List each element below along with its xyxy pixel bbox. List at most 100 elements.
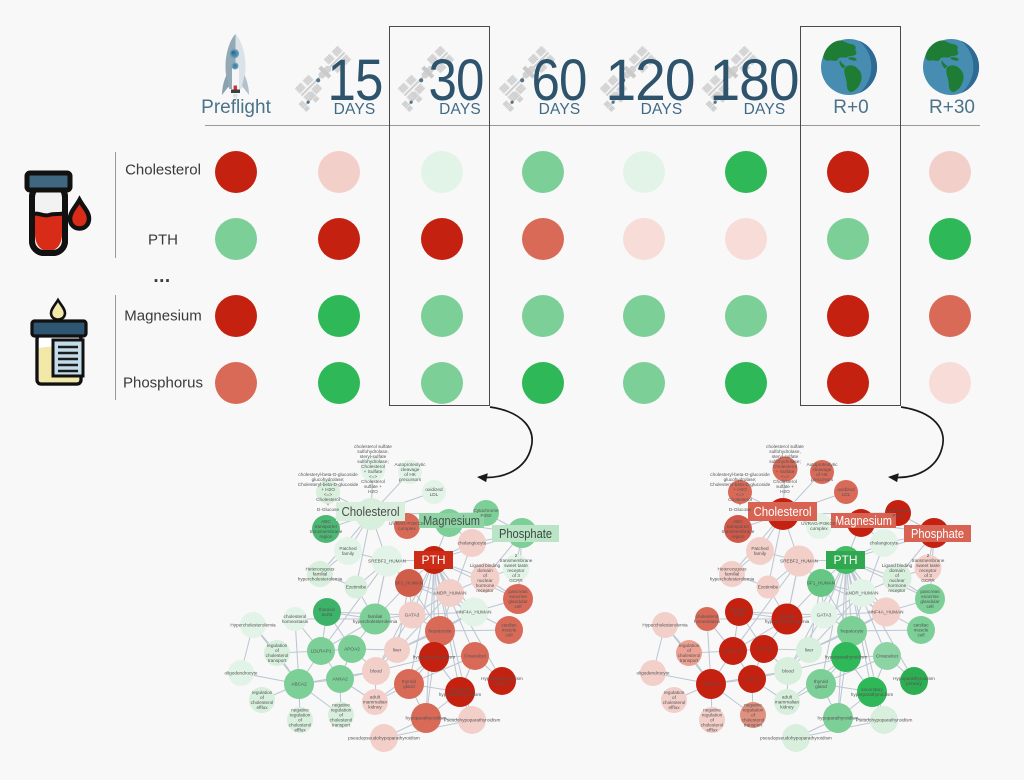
svg-text:Heterozygous: Heterozygous (718, 567, 748, 572)
svg-text:sulfohydrolase,: sulfohydrolase, (769, 449, 801, 454)
svg-text:steryl-sulfate: steryl-sulfate (360, 454, 387, 459)
svg-text:efflux: efflux (668, 705, 680, 710)
svg-text:SF1_HUMAN: SF1_HUMAN (807, 581, 835, 586)
svg-text:cholesterol: cholesterol (289, 723, 312, 728)
svg-text:blood: blood (370, 669, 382, 674)
svg-text:GCPR: GCPR (921, 578, 935, 583)
svg-text:kidney: kidney (368, 705, 382, 710)
svg-text:hyperparathyroidism: hyperparathyroidism (413, 655, 456, 660)
svg-text:cell: cell (926, 604, 933, 609)
svg-text:+ Sulfate: + Sulfate (776, 469, 795, 474)
svg-text:of: of (275, 648, 280, 653)
svg-text:negative: negative (332, 703, 350, 708)
svg-text:receptor: receptor (888, 588, 906, 593)
svg-text:hyperparathyroidism: hyperparathyroidism (439, 692, 482, 697)
svg-text:LDL: LDL (430, 492, 439, 497)
svg-text:regulation: regulation (290, 713, 311, 718)
svg-text:primary: primary (494, 681, 510, 686)
svg-text:cholesterol: cholesterol (284, 614, 307, 619)
svg-text:cholesterol: cholesterol (742, 718, 765, 723)
svg-text:nuclear: nuclear (889, 578, 905, 583)
svg-text:ANDR_HUMAN: ANDR_HUMAN (433, 591, 466, 596)
svg-text:cholesterol sulfate: cholesterol sulfate (766, 444, 804, 449)
svg-text:muscle: muscle (914, 628, 929, 633)
svg-text:sulfohydrolase;: sulfohydrolase; (357, 459, 389, 464)
svg-text:ABCA2: ABCA2 (291, 682, 307, 687)
svg-text:aorta: aorta (322, 612, 333, 617)
svg-text:Cytochrome: Cytochrome (473, 508, 499, 513)
svg-text:thyroid: thyroid (814, 679, 828, 684)
svg-text:hepatocyte: hepatocyte (841, 629, 864, 634)
svg-text:P450: P450 (893, 513, 904, 518)
svg-text:glucohydrolase;: glucohydrolase; (312, 477, 345, 482)
svg-text:H2O: H2O (368, 489, 378, 494)
svg-text:of: of (260, 695, 265, 700)
svg-text:of: of (298, 718, 303, 723)
svg-text:Hypoparathyroidism: Hypoparathyroidism (481, 676, 523, 681)
svg-text:Patched: Patched (339, 546, 357, 551)
svg-text:Cholesterol: Cholesterol (773, 464, 797, 469)
svg-text:regulation: regulation (664, 690, 685, 695)
svg-text:region: region (319, 534, 332, 539)
svg-text:cholesterol: cholesterol (663, 700, 686, 705)
svg-text:exocrine: exocrine (921, 594, 939, 599)
svg-text:Phosphate: Phosphate (911, 527, 964, 541)
svg-text:transporter: transporter (727, 524, 750, 529)
svg-text:cleavage: cleavage (401, 467, 420, 472)
svg-text:mammalian: mammalian (775, 700, 800, 705)
svg-text:Magnesium: Magnesium (423, 514, 480, 528)
svg-text:SREBF2_HUMAN: SREBF2_HUMAN (780, 559, 818, 564)
svg-text:cell: cell (505, 633, 512, 638)
svg-text:transport: transport (268, 658, 287, 663)
svg-text:Cholesterol: Cholesterol (728, 497, 752, 502)
svg-text:2: 2 (515, 553, 518, 558)
svg-text:transmembrane: transmembrane (500, 558, 533, 563)
svg-text:transmembrane: transmembrane (912, 558, 945, 563)
svg-text:Phosphate: Phosphate (499, 527, 552, 541)
svg-text:exocrine: exocrine (509, 594, 527, 599)
svg-text:oxidized: oxidized (837, 487, 855, 492)
svg-text:precursors: precursors (399, 477, 422, 482)
svg-text:Pseudohypoparathyroidism: Pseudohypoparathyroidism (444, 718, 501, 723)
svg-text:hypercholesterolemia: hypercholesterolemia (353, 619, 398, 624)
svg-text:regulation: regulation (267, 643, 288, 648)
svg-text:gland: gland (403, 684, 415, 689)
svg-text:transport: transport (680, 658, 699, 663)
svg-text:Cholesterol: Cholesterol (754, 505, 812, 519)
svg-text:glandular: glandular (920, 599, 940, 604)
svg-text:familial: familial (725, 572, 740, 577)
svg-text:<=>: <=> (324, 492, 332, 497)
svg-text:SREBF2_HUMAN: SREBF2_HUMAN (368, 559, 406, 564)
svg-text:complex: complex (398, 526, 416, 531)
svg-text:Cholesterol: Cholesterol (361, 464, 385, 469)
svg-text:of: of (672, 695, 677, 700)
svg-text:Autoproteolytic: Autoproteolytic (394, 462, 426, 467)
svg-text:of HK: of HK (404, 472, 417, 477)
svg-text:ABCA2: ABCA2 (703, 682, 719, 687)
svg-text:ANDR_HUMAN: ANDR_HUMAN (845, 591, 878, 596)
svg-text:regulation: regulation (702, 713, 723, 718)
svg-text:domain: domain (889, 568, 905, 573)
svg-text:glucohydrolase;: glucohydrolase; (724, 477, 757, 482)
svg-text:Autoproteolytic: Autoproteolytic (806, 462, 838, 467)
svg-text:Ezetimibe: Ezetimibe (758, 585, 779, 590)
svg-text:Ezetimibe: Ezetimibe (346, 585, 367, 590)
svg-text:thyroid: thyroid (402, 679, 416, 684)
svg-text:of: of (710, 718, 715, 723)
svg-text:efflux: efflux (256, 705, 268, 710)
svg-text:cholesteryl-beta-D-glucoside: cholesteryl-beta-D-glucoside (710, 472, 770, 477)
svg-text:negative: negative (291, 708, 309, 713)
svg-text:ABC: ABC (733, 519, 743, 524)
svg-text:Cinacalcet: Cinacalcet (464, 654, 487, 659)
svg-text:aorta: aorta (734, 612, 745, 617)
svg-text:domain: domain (477, 568, 493, 573)
svg-text:sulfate +: sulfate + (364, 484, 382, 489)
svg-text:+ H2O: + H2O (733, 487, 747, 492)
svg-text:sweet taste: sweet taste (504, 563, 528, 568)
svg-text:of 3: of 3 (924, 573, 932, 578)
svg-text:negative: negative (744, 703, 762, 708)
svg-text:transmembrane: transmembrane (310, 529, 343, 534)
svg-text:H2O: H2O (780, 489, 790, 494)
svg-text:cholesterol: cholesterol (330, 718, 353, 723)
svg-text:family: family (342, 551, 355, 556)
